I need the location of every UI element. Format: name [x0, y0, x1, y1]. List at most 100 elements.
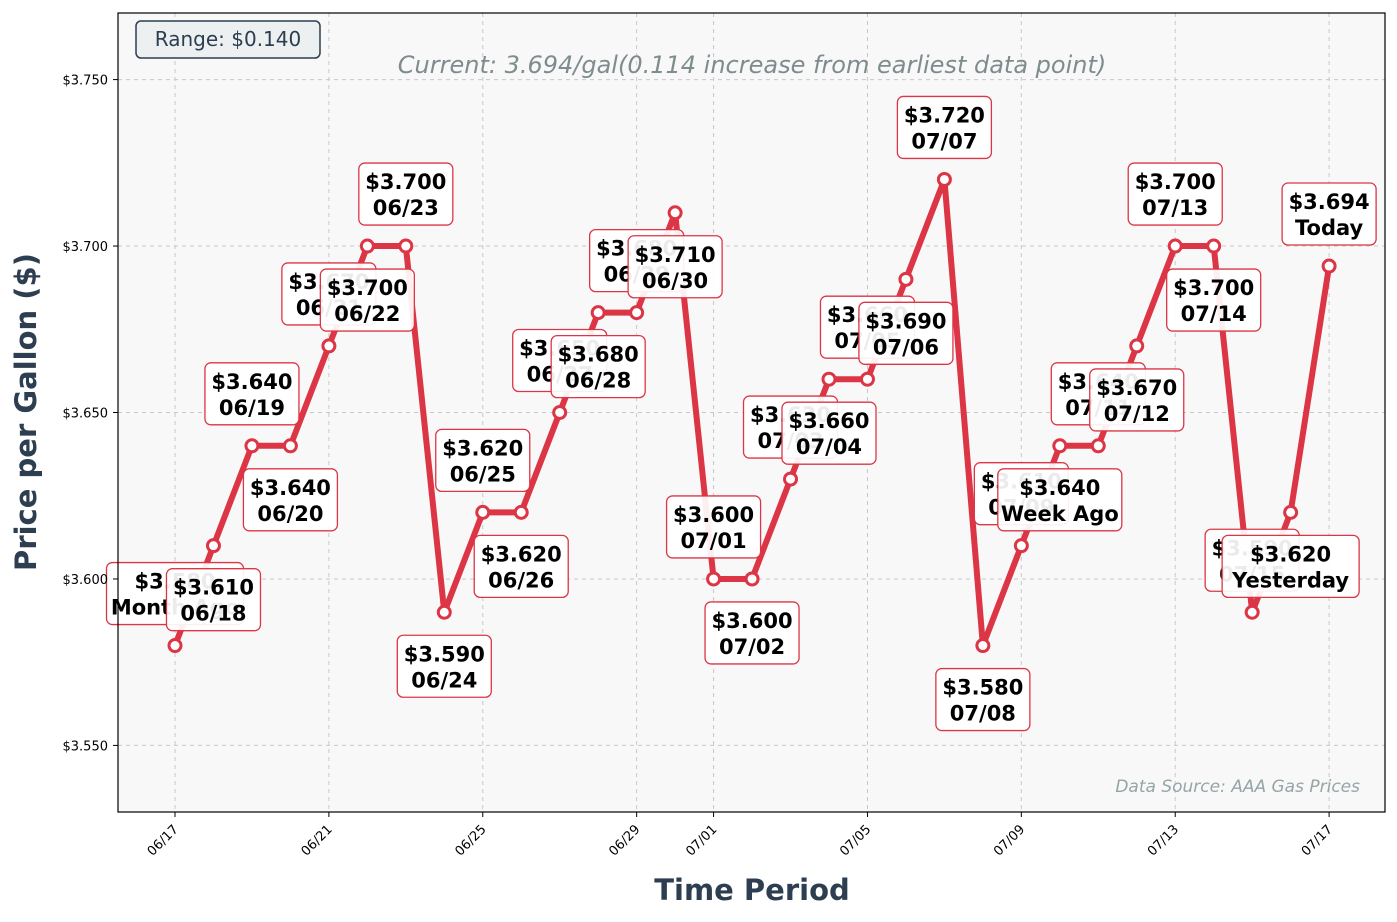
data-label-price: $3.710: [635, 243, 716, 267]
data-label-price: $3.590: [404, 642, 485, 666]
data-label-price: $3.660: [788, 409, 869, 433]
data-point: [359, 238, 375, 254]
data-point: [629, 305, 645, 321]
data-point: [1013, 538, 1029, 554]
data-point: [244, 438, 260, 454]
data-label-box: [896, 95, 993, 160]
data-point: [1244, 604, 1260, 620]
data-label-box: [1166, 268, 1262, 332]
data-label-date: Today: [1295, 216, 1364, 240]
data-label-box: [1089, 368, 1185, 432]
data-label-date: 06/26: [488, 568, 554, 592]
x-axis-title: Time Period: [654, 873, 850, 907]
data-point: [975, 638, 991, 654]
data-label-price: $3.720: [904, 103, 985, 127]
data-label-date: Week Ago: [1001, 502, 1119, 526]
data-point: [398, 238, 414, 254]
data-point: [552, 405, 568, 420]
y-tick-label: $3.750: [63, 74, 109, 89]
price-line-layer: [167, 171, 1337, 654]
data-label-price: $3.700: [1135, 170, 1216, 194]
data-label-date: 06/18: [180, 602, 246, 626]
data-label-price: $3.600: [673, 503, 754, 527]
data-label-box: [165, 568, 262, 632]
range-badge: Range: $0.140: [135, 20, 321, 59]
data-label-price: $3.700: [1173, 276, 1254, 300]
data-label-date: 06/30: [642, 269, 708, 293]
data-label-date: 06/22: [334, 302, 400, 326]
data-label-box: [1281, 182, 1377, 246]
data-label-box: [319, 268, 416, 332]
data-point: [475, 504, 491, 520]
data-point: [821, 371, 837, 387]
x-tick-label: 06/25: [452, 822, 489, 859]
y-tick-label: $3.650: [63, 407, 109, 422]
data-label-price: $3.680: [558, 343, 639, 367]
data-label-box: [858, 301, 954, 365]
data-point: [744, 571, 760, 587]
data-label-box: [704, 601, 800, 665]
data-label-box: [550, 334, 646, 399]
data-label-date: 07/07: [911, 129, 977, 153]
data-label-date: 06/19: [219, 396, 285, 420]
data-point: [898, 271, 914, 287]
data-label-price: $3.600: [712, 609, 793, 633]
data-label-box: [1221, 534, 1360, 599]
data-point: [783, 471, 799, 487]
x-tick-label: 06/17: [145, 822, 182, 859]
data-label-date: 07/01: [681, 529, 747, 553]
data-point: [667, 205, 683, 221]
data-source-note: Data Source: AAA Gas Prices: [1115, 777, 1360, 797]
x-tick-label: 06/29: [606, 822, 643, 859]
data-label-date: 07/06: [873, 335, 939, 359]
chart-subtitle: Current: 3.694/gal(0.114 increase from e…: [398, 51, 1106, 79]
data-point: [167, 638, 183, 654]
data-point: [936, 171, 952, 187]
data-label-date: 07/12: [1104, 402, 1170, 426]
data-label-date: 06/25: [450, 462, 516, 486]
x-tick-label: 07/01: [683, 822, 720, 859]
data-label-price: $3.610: [173, 576, 254, 600]
y-tick-label: $3.600: [63, 573, 109, 588]
data-point: [513, 504, 529, 520]
data-point: [1052, 438, 1068, 454]
data-label-price: $3.670: [1096, 376, 1177, 400]
plot-frame: [117, 12, 1386, 813]
data-label-date: 06/28: [565, 369, 631, 393]
y-tick-label: $3.550: [63, 739, 109, 754]
x-tick-label: 07/05: [837, 822, 874, 859]
data-point: [706, 571, 722, 587]
data-label-box: [935, 667, 1031, 732]
data-label-box: [358, 162, 454, 226]
data-point: [436, 604, 452, 620]
data-point: [859, 371, 875, 387]
data-label-price: $3.620: [481, 542, 562, 566]
data-point: [282, 438, 298, 454]
data-label-price: $3.700: [327, 276, 408, 300]
data-label-box: [1127, 162, 1223, 226]
data-label-price: $3.640: [1019, 476, 1100, 500]
data-point: [205, 538, 221, 554]
data-point: [321, 338, 337, 354]
data-label-date: Yesterday: [1231, 568, 1349, 592]
data-label-price: $3.700: [365, 170, 446, 194]
data-label-date: 06/24: [411, 668, 477, 692]
data-label-price: $3.620: [1250, 542, 1331, 566]
